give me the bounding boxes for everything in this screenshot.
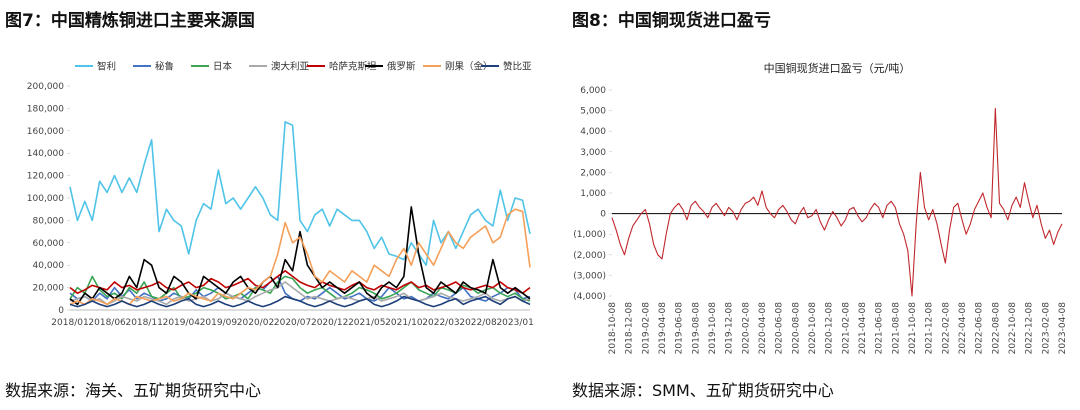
series-line	[69, 121, 531, 266]
y-tick-label: 160,000	[27, 127, 64, 137]
y-tick-label: 100,000	[27, 194, 64, 204]
y-tick-label: (3,000)	[573, 271, 606, 281]
x-tick-label: 2018-12-08	[625, 302, 635, 355]
y-tick-label: 2,000	[580, 168, 606, 178]
y-tick-label: (2,000)	[573, 251, 606, 261]
x-tick-label: 2021-04-08	[858, 302, 868, 355]
x-tick-label: 2020/12	[311, 318, 348, 328]
legend-label: 赞比亚	[503, 61, 532, 73]
y-tick-label: (4,000)	[573, 292, 606, 302]
x-tick-label: 2023-02-08	[1041, 302, 1051, 355]
y-tick-label: 120,000	[27, 172, 64, 182]
x-tick-label: 2021-06-08	[875, 302, 885, 355]
x-tick-label: 2023/01	[496, 318, 533, 328]
x-tick-label: 2022-12-08	[1025, 302, 1035, 355]
x-tick-label: 2021-10-08	[908, 302, 918, 355]
x-tick-label: 2020/02	[237, 318, 274, 328]
legend-label: 澳大利亚	[271, 61, 310, 73]
x-tick-label: 2020-04-08	[758, 302, 768, 355]
series-line	[69, 281, 531, 306]
y-tick-label: 40,000	[33, 261, 65, 271]
y-tick-label: 1,000	[580, 189, 606, 199]
x-tick-label: 2018/01	[51, 318, 88, 328]
series-line	[611, 107, 1063, 297]
y-tick-label: 6,000	[580, 86, 606, 96]
x-tick-label: 2022-08-08	[991, 302, 1001, 355]
y-tick-label: 0	[600, 210, 606, 220]
source-note: 数据来源：SMM、五矿期货研究中心	[572, 381, 834, 400]
x-tick-label: 2019/09	[200, 318, 238, 328]
x-tick-label: 2019-06-08	[675, 302, 685, 355]
x-tick-label: 2020-08-08	[791, 302, 801, 355]
x-tick-label: 2019/04	[163, 318, 201, 328]
source-note: 数据来源：海关、五矿期货研究中心	[5, 381, 261, 400]
x-tick-label: 2022-06-08	[975, 302, 985, 355]
x-tick-label: 2021-12-08	[925, 302, 935, 355]
x-tick-label: 2019-08-08	[691, 302, 701, 355]
series-line	[69, 206, 531, 306]
x-tick-label: 2021/10	[385, 318, 423, 328]
x-tick-label: 2022-02-08	[941, 302, 951, 355]
x-tick-label: 2019-02-08	[641, 302, 651, 355]
series-line	[69, 270, 531, 294]
chart-title: 图7：中国精炼铜进口主要来源国	[5, 10, 255, 31]
x-tick-label: 2020-12-08	[825, 302, 835, 355]
y-tick-label: 5,000	[580, 107, 606, 117]
y-tick-label: 4,000	[580, 127, 606, 137]
chart-title: 图8：中国铜现货进口盈亏	[572, 10, 771, 31]
legend-label: 俄罗斯	[387, 61, 416, 73]
x-tick-label: 2019-04-08	[658, 302, 668, 355]
y-tick-label: 20,000	[33, 284, 65, 294]
series-line	[69, 208, 531, 306]
x-tick-label: 2022/08	[459, 318, 497, 328]
y-tick-label: 3,000	[580, 148, 606, 158]
x-tick-label: 2019-10-08	[708, 302, 718, 355]
legend-label: 日本	[213, 61, 233, 73]
y-tick-label: 60,000	[33, 239, 65, 249]
series-line	[69, 295, 531, 308]
legend-label: 刚果（金）	[445, 61, 493, 73]
x-tick-label: 2023-04-08	[1058, 302, 1068, 355]
y-tick-label: 180,000	[27, 104, 64, 114]
x-tick-label: 2022-04-08	[958, 302, 968, 355]
x-tick-label: 2021-02-08	[841, 302, 851, 355]
legend-label: 秘鲁	[155, 61, 174, 73]
x-tick-label: 2020/07	[274, 318, 311, 328]
legend-label: 哈萨克斯坦	[329, 61, 377, 73]
legend-label: 智利	[97, 61, 116, 73]
x-tick-label: 2019-12-08	[725, 302, 735, 355]
x-tick-label: 2018/11	[125, 318, 162, 328]
y-tick-label: (1,000)	[573, 230, 606, 240]
y-tick-label: 0	[58, 306, 64, 316]
x-tick-label: 2020-02-08	[741, 302, 751, 355]
x-tick-label: 2018-10-08	[608, 302, 618, 355]
chart-subtitle: 中国铜现货进口盈亏（元/吨）	[764, 61, 911, 75]
x-tick-label: 2020-10-08	[808, 302, 818, 355]
x-tick-label: 2021-08-08	[891, 302, 901, 355]
y-tick-label: 80,000	[33, 216, 65, 226]
x-tick-label: 2020-06-08	[775, 302, 785, 355]
x-tick-label: 2018/06	[88, 318, 126, 328]
x-tick-label: 2022-10-08	[1008, 302, 1018, 355]
y-tick-label: 140,000	[27, 149, 64, 159]
x-tick-label: 2022/03	[422, 318, 459, 328]
y-tick-label: 200,000	[27, 82, 64, 92]
x-tick-label: 2021/05	[348, 318, 385, 328]
